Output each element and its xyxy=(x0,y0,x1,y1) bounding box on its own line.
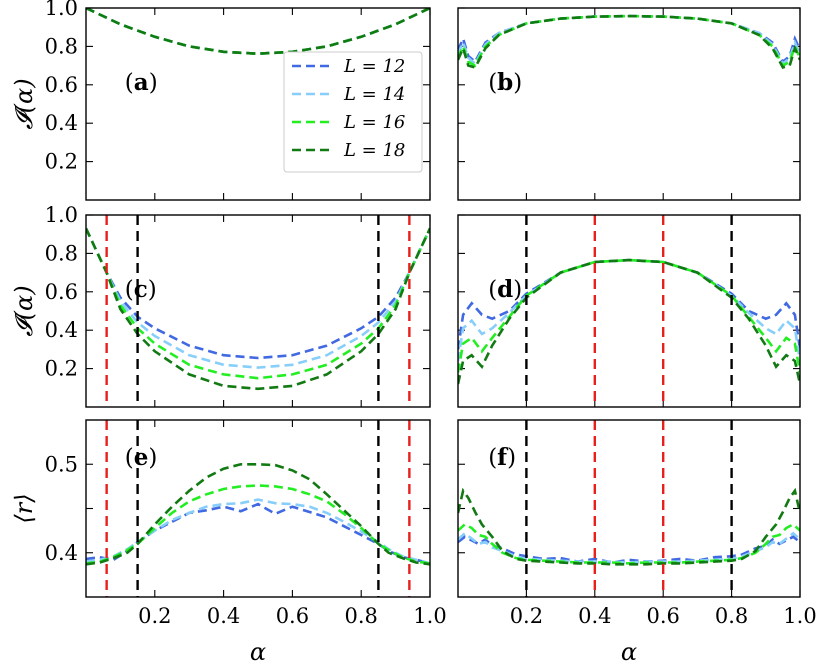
series-line-l16 xyxy=(458,14,800,68)
y-tick-label: 0.6 xyxy=(45,73,78,97)
legend-box xyxy=(283,51,423,173)
series-line-l12 xyxy=(86,227,430,360)
x-axis-label: α xyxy=(250,638,266,666)
axes-frame xyxy=(85,7,431,201)
legend-label: L = 12 xyxy=(343,56,405,77)
axes-frame xyxy=(85,214,431,408)
panel-c: 0.2 0.4 0.6 0.8 1.0 (c) 𝓘(α) xyxy=(10,203,431,408)
series-line-l18 xyxy=(458,487,800,566)
y-axis-label: ⟨r⟩ xyxy=(10,493,38,523)
axes-frame xyxy=(457,214,801,408)
panel-tag: (f) xyxy=(488,444,516,471)
axes-frame xyxy=(85,419,431,598)
panel-tag: (c) xyxy=(125,276,157,303)
series-line-l14 xyxy=(458,14,800,66)
panel-tag: (d) xyxy=(488,276,522,303)
series-line-l18 xyxy=(86,8,430,56)
x-tick-label: 0.8 xyxy=(715,604,748,628)
y-tick-label: 0.6 xyxy=(45,280,78,304)
legend-label: L = 16 xyxy=(343,112,405,133)
y-tick-label: 1.0 xyxy=(45,0,78,20)
axes-frame xyxy=(457,7,801,201)
legend-label: L = 18 xyxy=(343,140,405,161)
panel-f: 0.2 0.4 0.6 0.8 1.0 (f) α xyxy=(457,419,817,666)
x-tick-label: 1.0 xyxy=(783,604,816,628)
x-axis-label: α xyxy=(621,638,637,666)
y-tick-label: 0.5 xyxy=(45,452,78,476)
panel-e: 0.4 0.5 0.2 0.4 0.6 0.8 1.0 (e) ⟨r⟩ α xyxy=(10,419,447,666)
y-tick-label: 0.4 xyxy=(45,111,78,135)
y-tick-label: 0.4 xyxy=(45,541,78,565)
y-tick-label: 0.8 xyxy=(45,34,78,58)
x-tick-label: 1.0 xyxy=(413,604,446,628)
y-tick-label: 0.2 xyxy=(45,357,78,381)
panel-tag: (a) xyxy=(125,69,158,96)
panel-tag: (e) xyxy=(125,444,158,471)
series-line-l12 xyxy=(458,535,800,564)
series-line-l16 xyxy=(86,484,430,565)
y-tick-label: 1.0 xyxy=(45,203,78,227)
legend: L = 12 L = 14 L = 16 L = 18 xyxy=(283,51,423,173)
y-tick-label: 0.4 xyxy=(45,318,78,342)
panel-tag: (b) xyxy=(488,69,522,96)
series-line-l16 xyxy=(86,227,430,380)
series-line-l18 xyxy=(458,258,800,385)
panel-b: (b) xyxy=(457,7,801,201)
y-tick-label: 0.8 xyxy=(45,241,78,265)
series-line-l14 xyxy=(458,531,800,564)
x-tick-label: 0.2 xyxy=(138,604,171,628)
x-tick-label: 0.4 xyxy=(207,604,240,628)
series-line-l14 xyxy=(86,227,430,369)
panel-a: 0.2 0.4 0.6 0.8 1.0 (a) 𝓘(α) L = 12 L = 14 L = 16… xyxy=(10,0,431,201)
series-line-l12 xyxy=(458,14,800,64)
axes-frame xyxy=(457,419,801,598)
series-line-l16 xyxy=(458,522,800,565)
series-line-l12 xyxy=(458,258,800,350)
legend-label: L = 14 xyxy=(343,84,405,105)
x-tick-label: 0.2 xyxy=(510,604,543,628)
x-tick-label: 0.8 xyxy=(344,604,377,628)
y-axis-label: 𝓘(α) xyxy=(10,78,38,129)
x-tick-label: 0.4 xyxy=(578,604,611,628)
series-line-l18 xyxy=(458,14,800,70)
x-tick-label: 0.6 xyxy=(276,604,309,628)
series-line-l18 xyxy=(86,227,430,391)
panel-d: (d) xyxy=(457,214,801,408)
y-tick-label: 0.2 xyxy=(45,150,78,174)
series-line-l14 xyxy=(86,498,430,565)
y-axis-label: 𝓘(α) xyxy=(10,285,38,336)
x-tick-label: 0.6 xyxy=(646,604,679,628)
